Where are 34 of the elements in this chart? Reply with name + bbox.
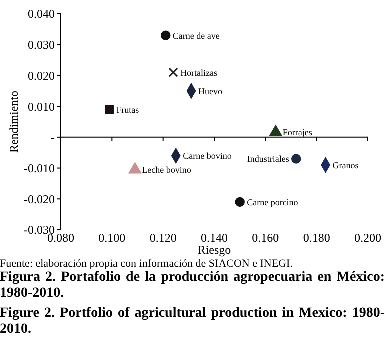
series-label: Leche bovino (142, 164, 192, 175)
series-label: Carne porcino (247, 197, 299, 208)
source-note: Fuente: elaboración propia con información de SIACON e INEGI. (0, 258, 294, 270)
series-label: Hortalizas (180, 68, 218, 78)
x-tick-label: 0.200 (354, 231, 382, 245)
x-tick-label: 0.180 (303, 231, 330, 245)
y-tick-label: 0.010 (28, 100, 55, 114)
x-tick-label: 0.120 (150, 231, 177, 245)
point (168, 68, 178, 78)
text: Figura 2. Portafolio de la producción agropecuaria en México: 1980-2010. (0, 270, 385, 302)
series-label: Granos (332, 160, 360, 170)
text: Figure 2. Portfolio of agricultural production in Mexico: 1980-2010. (0, 306, 385, 338)
y-axis-title: Rendimiento (7, 91, 21, 153)
series-label: Huevo (198, 86, 223, 96)
y-tick-label: -0.020 (24, 192, 55, 206)
y-tick-label: 0.020 (28, 68, 55, 83)
point (235, 197, 245, 208)
x-tick-label: 0.140 (201, 231, 228, 245)
point (161, 30, 171, 40)
x-axis-title: Riesgo (198, 243, 232, 257)
series-label: Industriales (247, 154, 290, 164)
y-tick-label: - (51, 130, 55, 145)
series-label: Carne de ave (172, 30, 220, 41)
x-tick-label: 0.100 (98, 231, 126, 245)
y-tick-label: 0.040 (28, 7, 55, 22)
y-tick-label: 0.030 (28, 38, 55, 52)
y-tick-label: -0.010 (24, 161, 55, 176)
series-label: Carne bovino (183, 151, 232, 162)
series-label: Frutas (116, 104, 140, 115)
point (291, 154, 302, 164)
x-tick-label: 0.160 (252, 231, 280, 245)
point (105, 105, 114, 114)
point (128, 162, 142, 174)
series-label: Forrajes (282, 128, 313, 138)
